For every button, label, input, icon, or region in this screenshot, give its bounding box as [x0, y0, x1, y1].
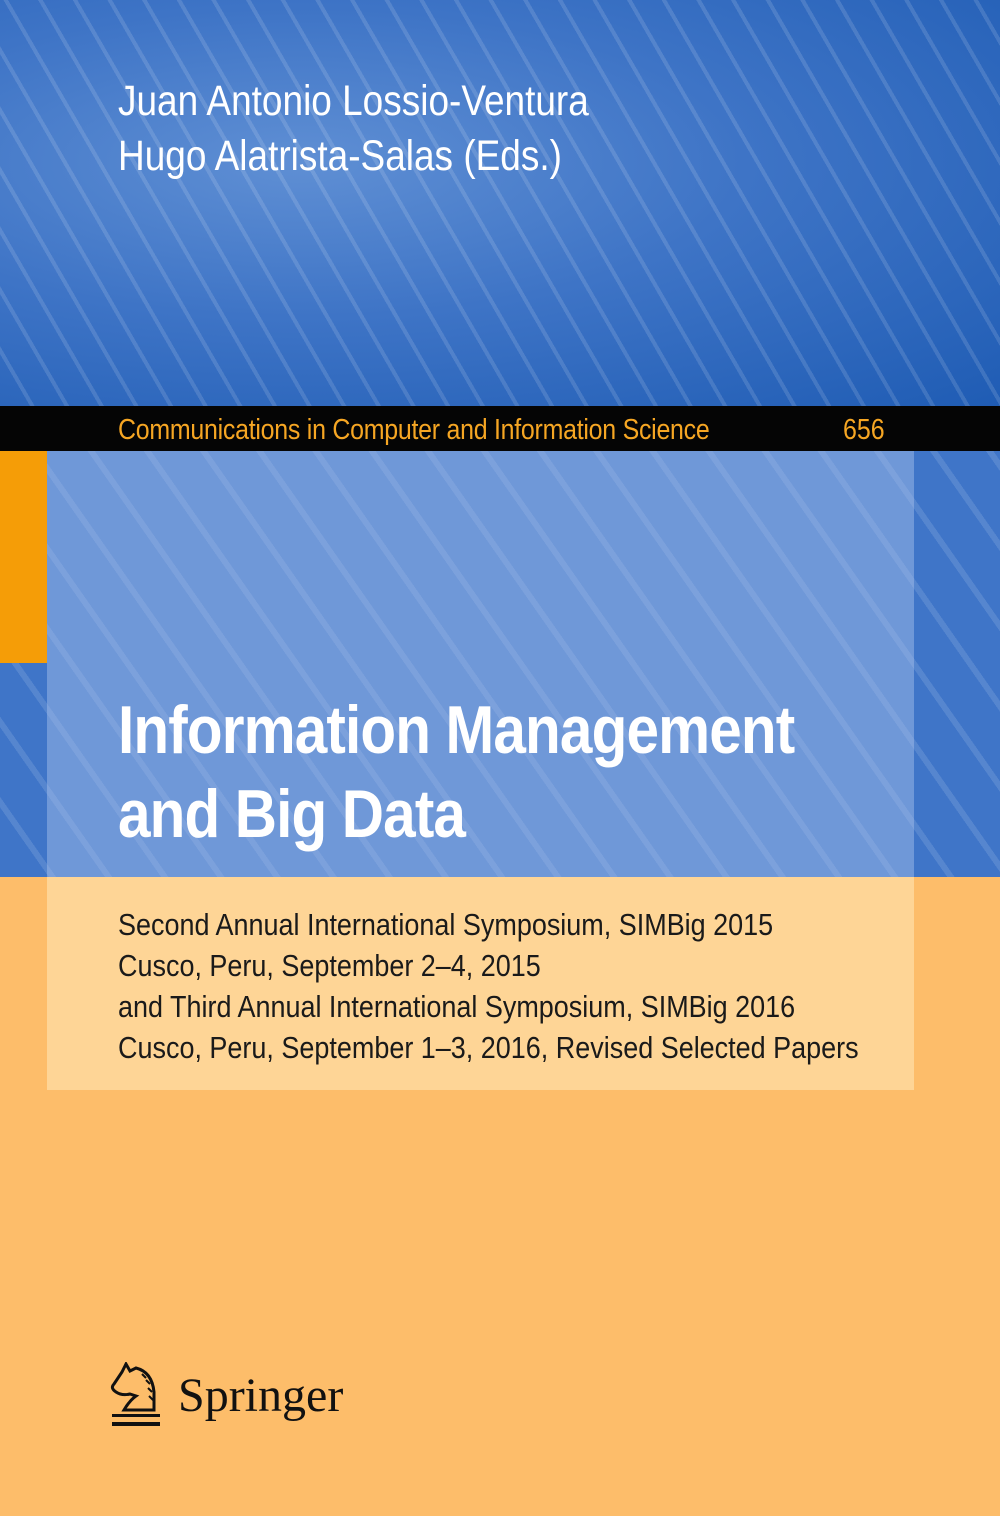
title-line-1: Information Management — [118, 692, 795, 768]
series-bar: Communications in Computer and Informati… — [0, 406, 1000, 451]
accent-strip — [0, 451, 47, 663]
title-panel — [47, 451, 914, 877]
subtitle-line-1: Second Annual International Symposium, S… — [118, 907, 774, 942]
editor-1: Juan Antonio Lossio-Ventura — [118, 77, 589, 125]
series-volume: 656 — [843, 414, 885, 446]
editor-2: Hugo Alatrista-Salas (Eds.) — [118, 132, 562, 180]
title-line-2: and Big Data — [118, 776, 466, 852]
editors: Juan Antonio Lossio-Ventura Hugo Alatris… — [118, 74, 589, 184]
knight-horse-icon — [110, 1362, 160, 1426]
publisher-logo: Springer — [108, 1362, 343, 1428]
cover-top-image — [0, 0, 1000, 406]
series-name: Communications in Computer and Informati… — [118, 414, 710, 446]
subtitle-line-3: and Third Annual International Symposium… — [118, 989, 796, 1024]
subtitle-panel — [47, 877, 914, 1090]
subtitle-line-4: Cusco, Peru, September 1–3, 2016, Revise… — [118, 1030, 859, 1065]
subtitle-line-2: Cusco, Peru, September 2–4, 2015 — [118, 948, 541, 983]
book-subtitle: Second Annual International Symposium, S… — [118, 904, 859, 1068]
cover-mid-image — [0, 451, 1000, 877]
book-title: Information Management and Big Data — [118, 688, 795, 856]
publisher-name: Springer — [178, 1368, 344, 1422]
